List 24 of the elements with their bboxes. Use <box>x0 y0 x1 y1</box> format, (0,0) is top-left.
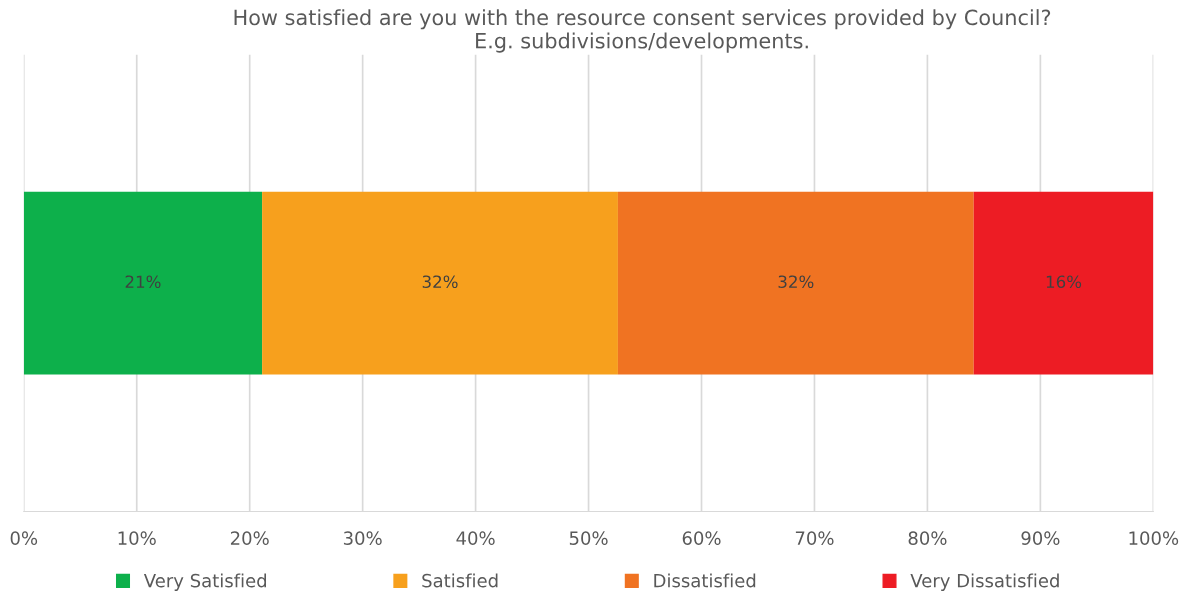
legend-label: Very Dissatisfied <box>910 573 1059 591</box>
bar <box>973 191 1154 375</box>
data-label: 32% <box>778 275 814 289</box>
x-tick-label: 90% <box>1021 531 1060 545</box>
x-tick-label: 50% <box>569 531 608 545</box>
data-label: 21% <box>125 275 161 289</box>
x-tick-label: 0% <box>10 531 38 545</box>
data-label: 16% <box>1046 275 1082 289</box>
bar <box>262 191 618 375</box>
x-tick-label: 30% <box>343 531 382 545</box>
bar <box>23 191 263 375</box>
legend-label: Dissatisfied <box>654 573 756 588</box>
data-label: 32% <box>422 275 458 289</box>
x-tick-label: 80% <box>908 531 947 545</box>
x-tick-label: 20% <box>230 531 269 545</box>
legend-label: Satisfied <box>422 573 498 588</box>
legend-label: Very Satisfied <box>143 573 267 591</box>
x-tick-label: 40% <box>456 531 495 545</box>
x-tick-label: 70% <box>795 531 834 545</box>
x-tick-label: 60% <box>682 531 721 545</box>
bar <box>617 191 974 375</box>
chart-title: How satisfied are you with the resource consent services provided by Council? E.g. subdivisions/developments. <box>234 9 1051 53</box>
x-tick-label: 100% <box>1129 531 1179 545</box>
x-tick-label: 10% <box>118 531 156 545</box>
